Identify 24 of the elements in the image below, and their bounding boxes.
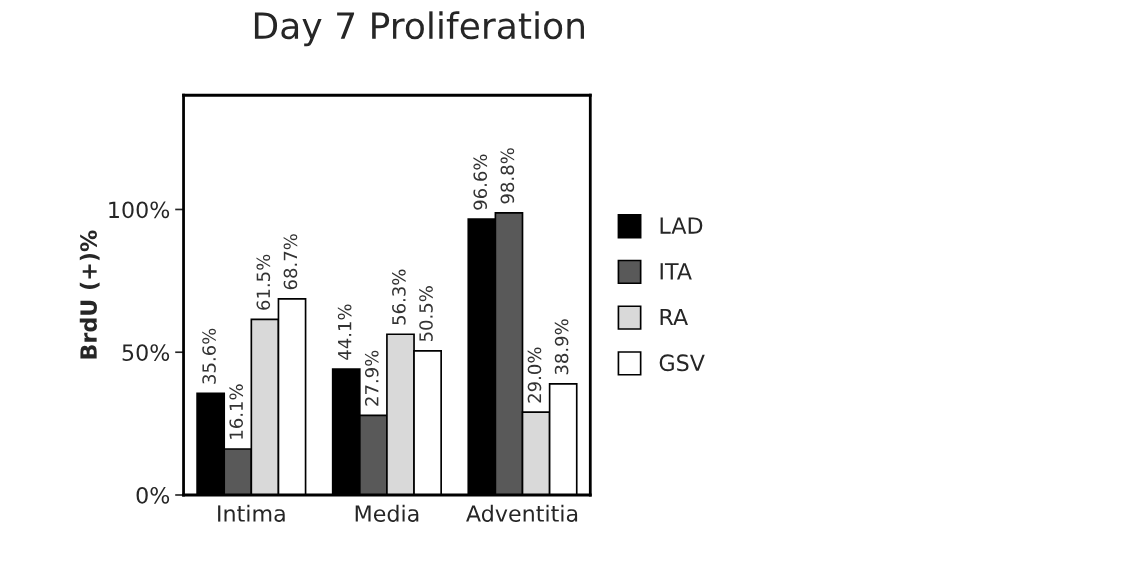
legend-label: LAD — [660, 217, 703, 234]
legend-label: ITA — [660, 263, 692, 280]
data-label: 98.8% — [500, 148, 515, 204]
data-label: 96.6% — [473, 154, 488, 210]
data-label: 29.0% — [527, 347, 542, 403]
y-tick-label: 0% — [136, 486, 170, 504]
chart-title: Day 7 Proliferation — [254, 11, 584, 47]
data-label: 27.9% — [364, 350, 379, 406]
y-axis-title: BrdU (+)% — [79, 230, 100, 359]
data-label: 16.1% — [229, 384, 244, 439]
y-tick-label: 50% — [122, 344, 170, 361]
data-label: 56.3% — [392, 269, 406, 325]
x-tick-label: Adventitia — [466, 504, 578, 522]
data-label: 44.1% — [337, 304, 352, 360]
data-label: 61.5% — [256, 254, 271, 310]
legend-label: RA — [660, 308, 688, 326]
x-tick-label: Intima — [218, 504, 285, 522]
x-tick-label: Media — [355, 504, 419, 522]
data-label: 68.7% — [283, 234, 298, 290]
data-label: 50.5% — [419, 286, 433, 342]
legend-label: GSV — [659, 354, 705, 372]
data-label: 35.6% — [202, 328, 216, 384]
data-label: 38.9% — [554, 319, 569, 375]
y-tick-label: 100% — [109, 201, 170, 219]
